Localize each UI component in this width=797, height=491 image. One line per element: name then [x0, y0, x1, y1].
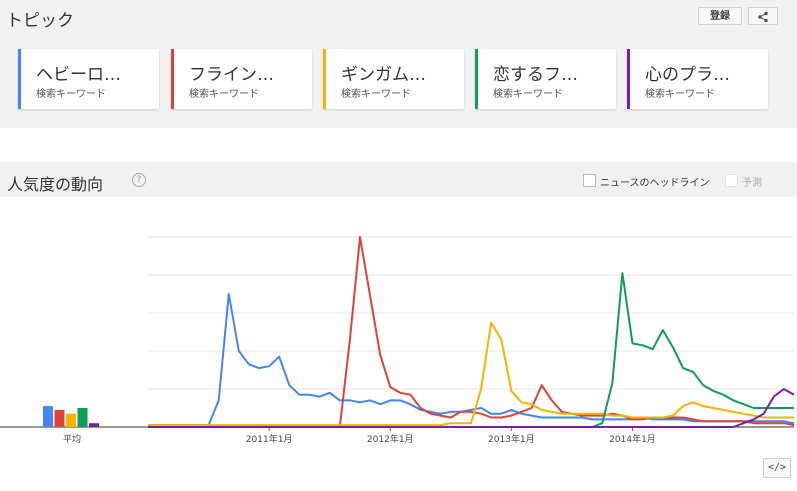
x-axis-ticks: 2011年1月 2012年1月 2013年1月 2014年1月	[246, 427, 656, 445]
series-line	[148, 293, 795, 427]
topic-type: 検索キーワード	[36, 89, 106, 100]
series-line	[148, 321, 794, 427]
chart-grid	[0, 236, 794, 428]
series-lines	[148, 236, 795, 428]
topic-name: 恋するフ…	[493, 65, 578, 85]
topics-title: トピック	[6, 11, 74, 31]
average-bar	[43, 406, 53, 427]
forecast-label: 予測	[742, 178, 762, 189]
topic-card[interactable]: ギンガム… 検索キーワード	[323, 49, 464, 109]
topic-type: 検索キーワード	[645, 89, 715, 100]
news-checkbox[interactable]	[583, 174, 596, 187]
embed-button[interactable]: </>	[763, 458, 791, 478]
topics-panel: トピック 登録 ヘビーロ… 検索キーワード フライン… 検索キーワード ギンガム…	[0, 0, 797, 128]
average-bars	[43, 406, 99, 427]
average-label: 平均	[63, 433, 81, 445]
series-line	[148, 388, 795, 428]
news-label: ニュースのヘッドライン	[600, 178, 710, 189]
topic-color-bar	[475, 49, 478, 109]
x-tick-label: 2012年1月	[367, 433, 414, 445]
series-line	[148, 236, 795, 428]
x-tick-label: 2011年1月	[246, 433, 293, 445]
topic-card[interactable]: ヘビーロ… 検索キーワード	[18, 49, 159, 109]
help-icon[interactable]: ?	[132, 173, 146, 187]
forecast-checkbox	[725, 174, 738, 187]
topic-card[interactable]: 恋するフ… 検索キーワード	[475, 49, 616, 109]
share-button[interactable]	[748, 7, 778, 25]
topic-color-bar	[18, 49, 21, 109]
topic-card[interactable]: フライン… 検索キーワード	[171, 49, 312, 109]
topic-color-bar	[323, 49, 326, 109]
topic-type: 検索キーワード	[189, 89, 259, 100]
average-bar	[66, 413, 76, 427]
topic-name: ヘビーロ…	[36, 65, 121, 85]
topic-name: 心のプラ…	[645, 65, 730, 85]
average-bar	[54, 409, 65, 427]
topic-type: 検索キーワード	[341, 89, 411, 100]
average-bar	[89, 423, 99, 427]
topic-name: ギンガム…	[341, 65, 426, 85]
popularity-chart: 平均 2011年1月 2012年1月 2013年1月 2014年1月	[0, 236, 795, 445]
topic-color-bar	[171, 49, 174, 109]
average-bar	[77, 408, 88, 427]
topic-name: フライン…	[189, 65, 274, 85]
topic-card[interactable]: 心のプラ… 検索キーワード	[627, 49, 768, 109]
x-tick-label: 2013年1月	[488, 433, 535, 445]
popularity-title: 人気度の動向	[7, 175, 104, 194]
login-button[interactable]: 登録	[698, 7, 742, 25]
share-icon	[758, 11, 768, 23]
x-tick-label: 2014年1月	[609, 433, 656, 445]
popularity-header: 人気度の動向 ? ニュースのヘッドライン 予測	[0, 162, 797, 197]
topic-type: 検索キーワード	[493, 89, 563, 100]
topic-color-bar	[627, 49, 630, 109]
